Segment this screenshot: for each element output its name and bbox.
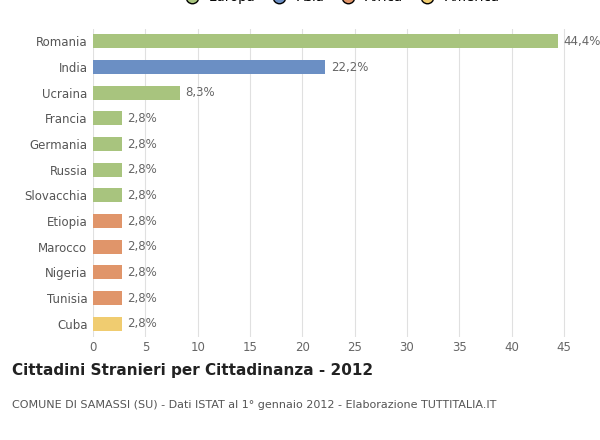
Text: 2,8%: 2,8% [128, 138, 157, 150]
Bar [93, 34, 558, 48]
Bar [93, 291, 122, 305]
Bar [93, 188, 122, 202]
Text: 2,8%: 2,8% [128, 317, 157, 330]
Bar [93, 163, 122, 177]
Text: 2,8%: 2,8% [128, 266, 157, 279]
Text: 22,2%: 22,2% [331, 61, 368, 73]
Text: 2,8%: 2,8% [128, 215, 157, 227]
Bar [93, 86, 180, 100]
Text: Cittadini Stranieri per Cittadinanza - 2012: Cittadini Stranieri per Cittadinanza - 2… [12, 363, 373, 378]
Text: 44,4%: 44,4% [563, 35, 600, 48]
Text: 2,8%: 2,8% [128, 292, 157, 304]
Bar [93, 317, 122, 331]
Bar [93, 214, 122, 228]
Legend: Europa, Asia, Africa, America: Europa, Asia, Africa, America [175, 0, 503, 8]
Text: 2,8%: 2,8% [128, 112, 157, 125]
Bar [93, 137, 122, 151]
Bar [93, 111, 122, 125]
Text: 2,8%: 2,8% [128, 240, 157, 253]
Bar [93, 265, 122, 279]
Bar [93, 60, 325, 74]
Text: 2,8%: 2,8% [128, 189, 157, 202]
Text: 2,8%: 2,8% [128, 163, 157, 176]
Bar [93, 240, 122, 254]
Text: COMUNE DI SAMASSI (SU) - Dati ISTAT al 1° gennaio 2012 - Elaborazione TUTTITALIA: COMUNE DI SAMASSI (SU) - Dati ISTAT al 1… [12, 400, 496, 411]
Text: 8,3%: 8,3% [185, 86, 215, 99]
